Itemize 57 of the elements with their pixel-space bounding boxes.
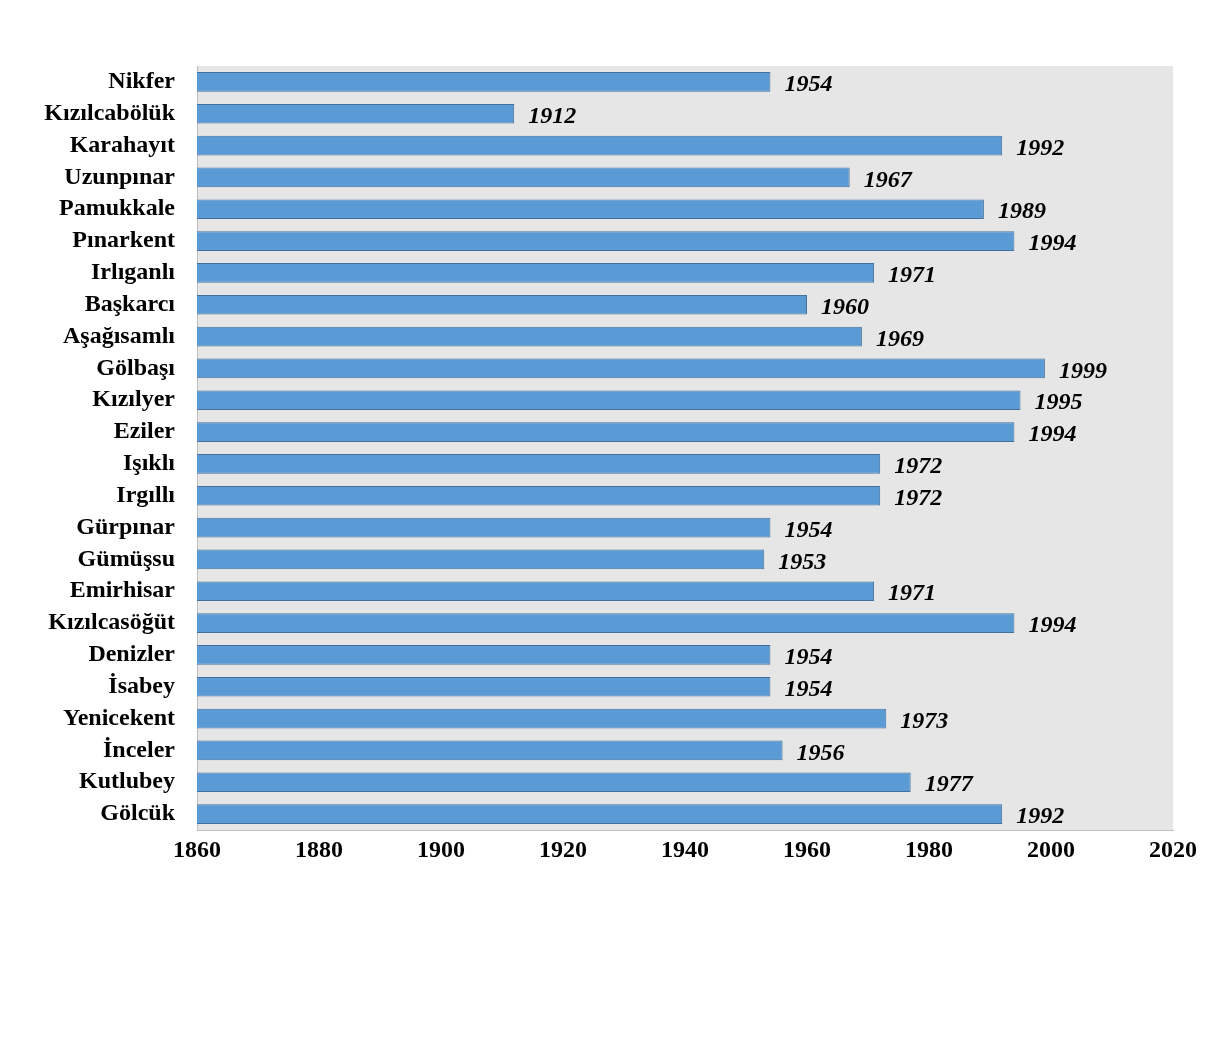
data-label: 1971 xyxy=(888,579,937,606)
y-tick-label: Denizler xyxy=(88,640,176,667)
y-tick-label: Kutlubey xyxy=(78,767,175,794)
y-tick-label: Uzunpınar xyxy=(64,162,176,189)
data-label: 1972 xyxy=(894,452,943,479)
data-label: 1956 xyxy=(796,738,845,765)
y-tick-label: İnceler xyxy=(103,735,176,762)
y-tick-label: Pınarkent xyxy=(72,226,175,253)
data-label: 1972 xyxy=(894,483,943,510)
data-label: 1992 xyxy=(1016,133,1065,160)
data-label: 1954 xyxy=(784,70,833,97)
y-tick-label: Irlıganlı xyxy=(90,258,176,285)
y-tick-label: İsabey xyxy=(108,671,175,698)
data-label: 1994 xyxy=(1028,611,1077,638)
data-label: 1967 xyxy=(863,165,913,192)
data-label: 1960 xyxy=(821,292,869,319)
data-label: 1999 xyxy=(1058,356,1107,383)
y-tick-label: Emirhisar xyxy=(69,576,176,603)
data-label: 1954 xyxy=(784,674,833,701)
y-tick-label: Kızılcasöğüt xyxy=(48,608,176,635)
data-label: 1969 xyxy=(875,324,924,351)
y-tick-label: Gölbaşı xyxy=(96,353,176,380)
y-tick-label: Kızılyer xyxy=(92,385,176,412)
y-tick-label: Yenicekent xyxy=(63,703,176,730)
x-tick-label: 1920 xyxy=(539,835,587,862)
y-tick-label: Gürpınar xyxy=(76,512,176,539)
x-tick-label: 1940 xyxy=(661,835,709,862)
data-label: 1989 xyxy=(997,197,1046,224)
data-label: 1973 xyxy=(900,706,949,733)
y-tick-label: Kızılcabölük xyxy=(44,98,176,125)
y-tick-label: Aşağısamlı xyxy=(62,321,176,348)
data-label: 1994 xyxy=(1028,229,1077,256)
data-label: 1953 xyxy=(778,547,827,574)
data-label: 1912 xyxy=(528,101,577,128)
y-tick-label: Gümüşsu xyxy=(77,544,175,571)
y-tick-label: Gölcük xyxy=(100,799,176,826)
y-tick-label: Pamukkale xyxy=(58,194,176,221)
x-tick-label: 1860 xyxy=(173,835,221,862)
y-tick-label: Irgıllı xyxy=(116,480,176,507)
data-label: 1954 xyxy=(784,643,833,670)
y-tick-label: Başkarcı xyxy=(84,289,176,316)
data-label: 1954 xyxy=(784,515,833,542)
data-label: 1994 xyxy=(1028,420,1077,447)
x-tick-label: 2000 xyxy=(1027,835,1075,862)
data-label: 1995 xyxy=(1034,388,1083,415)
x-tick-label: 1880 xyxy=(295,835,343,862)
data-label: 1971 xyxy=(888,261,937,288)
y-tick-label: Eziler xyxy=(113,417,176,444)
x-tick-label: 1900 xyxy=(417,835,465,862)
y-tick-label: Nikfer xyxy=(108,67,176,94)
data-label: 1992 xyxy=(1016,802,1065,829)
data-label: 1977 xyxy=(924,770,974,797)
x-tick-label: 1980 xyxy=(905,835,953,862)
x-tick-label: 1960 xyxy=(783,835,831,862)
y-tick-label: Karahayıt xyxy=(69,130,176,157)
y-tick-label: Işıklı xyxy=(122,449,176,476)
x-tick-label: 2020 xyxy=(1149,835,1197,862)
